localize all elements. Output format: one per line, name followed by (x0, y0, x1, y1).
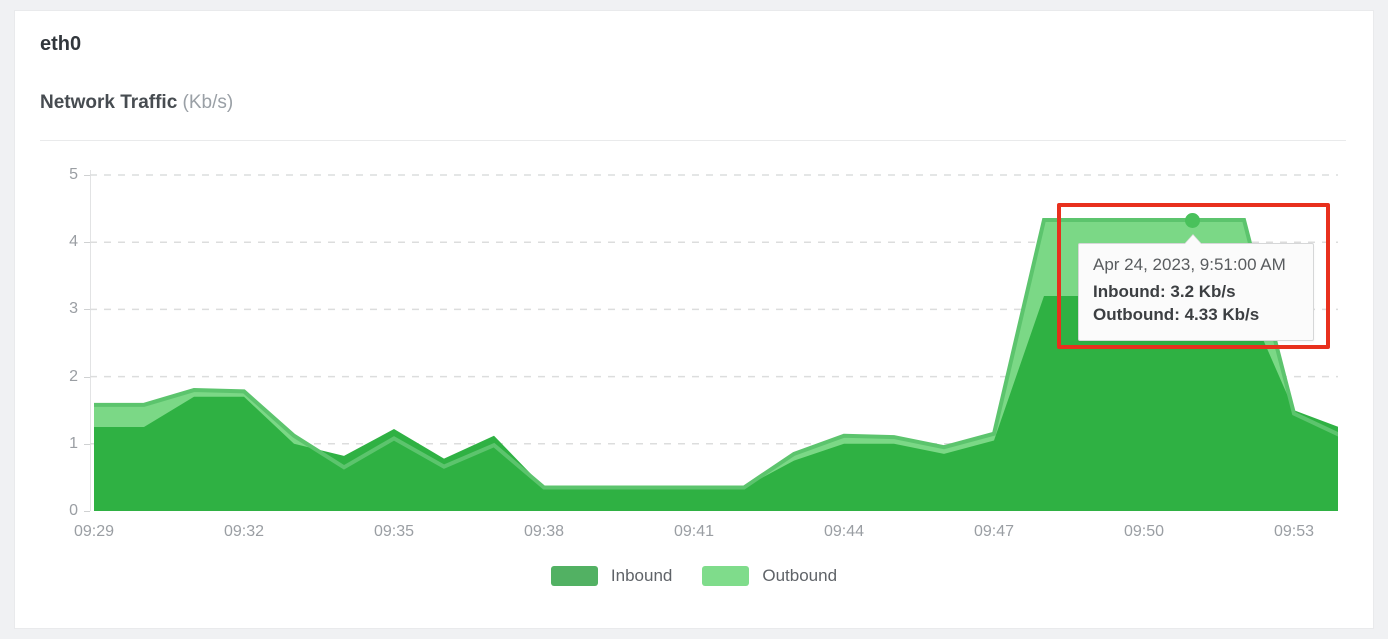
y-axis-label-0: 0 (69, 502, 78, 519)
x-axis-label-09:53: 09:53 (1273, 523, 1315, 540)
x-axis-label-09:47: 09:47 (973, 523, 1015, 540)
legend-label: Inbound (610, 566, 673, 585)
y-axis-tick (84, 376, 90, 378)
legend-swatch-inbound (550, 566, 598, 586)
tooltip-caret-icon (1184, 235, 1202, 245)
legend-item-inbound[interactable]: Inbound (550, 566, 673, 586)
y-axis-label-1: 1 (69, 434, 78, 452)
x-axis-label-09:29: 09:29 (73, 523, 115, 540)
tooltip-timestamp: Apr 24, 2023, 9:51:00 AM (1093, 255, 1286, 274)
chart-units-text: (Kb/s) (182, 92, 234, 113)
y-axis-label-4: 4 (69, 233, 78, 251)
hovered-point-marker (1185, 213, 1200, 228)
header-divider (40, 140, 1346, 141)
annotation-highlight-box (1057, 203, 1330, 349)
y-axis-tick (84, 242, 90, 244)
y-axis-tick (84, 175, 90, 176)
x-axis-label-09:35: 09:35 (373, 523, 415, 540)
tooltip-outbound-value: Outbound: 4.33 Kb/s (1093, 305, 1260, 324)
inbound-area (94, 295, 1338, 511)
outbound-line (94, 218, 1338, 490)
chart-title: Network Traffic (Kb/s) (40, 92, 233, 114)
x-axis-label-09:50: 09:50 (1123, 523, 1165, 540)
legend-item-outbound[interactable]: Outbound (702, 566, 837, 586)
y-axis-label-2: 2 (69, 367, 78, 385)
y-axis-tick (84, 309, 90, 311)
chart-title-text: Network Traffic (40, 92, 178, 113)
y-axis-tick (84, 511, 90, 512)
x-axis-label-09:44: 09:44 (823, 523, 865, 540)
y-axis-label-3: 3 (69, 300, 78, 318)
interface-title: eth0 (40, 33, 82, 55)
legend-label: Outbound (762, 566, 838, 585)
x-axis-label-09:32: 09:32 (223, 523, 265, 540)
chart-tooltip: Apr 24, 2023, 9:51:00 AM Inbound: 3.2 Kb… (1078, 234, 1314, 341)
chart-legend: Inbound Outbound (0, 566, 1388, 586)
x-axis-label-09:38: 09:38 (523, 523, 565, 540)
legend-swatch-outbound (702, 566, 750, 586)
tooltip-inbound-value: Inbound: 3.2 Kb/s (1093, 282, 1236, 301)
x-axis-label-09:41: 09:41 (673, 523, 715, 540)
y-axis-label-5: 5 (69, 166, 78, 183)
y-axis-line (90, 170, 91, 511)
y-axis-tick (84, 443, 90, 445)
